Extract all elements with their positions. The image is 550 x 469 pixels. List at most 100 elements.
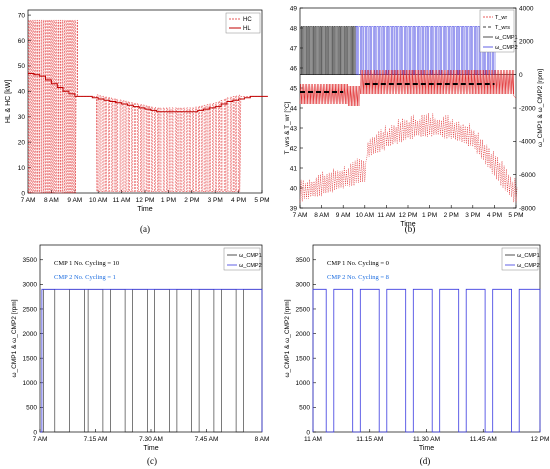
x-tick-label: 11.30 AM (413, 436, 440, 443)
y-tick-label: 3000 (296, 282, 311, 289)
series-cmp2-line (40, 288, 263, 433)
legend: T_wr T_wrs ω_CMP1 ω_CMP2 (479, 9, 518, 53)
y-tick-label: 2500 (296, 306, 311, 313)
x-tick-label: 5 PM (508, 212, 523, 219)
x-tick-label: 11 AM (377, 212, 395, 219)
y-tick-label: 20 (18, 139, 26, 146)
legend-label: ω_CMP1 (239, 253, 262, 259)
y-tick-label: 50 (18, 63, 26, 70)
legend-label: ω_CMP2 (239, 263, 262, 269)
y-tick-label-right: -4000 (519, 139, 536, 146)
y-tick-label-right: -2000 (519, 105, 536, 112)
plot-frame (312, 244, 541, 433)
x-tick-label: 12 PM (399, 212, 418, 219)
legend-hl-label: HL (243, 26, 251, 32)
legend-label: ω_CMP1 (517, 253, 540, 259)
series-cmp2-line (312, 288, 541, 433)
y-tick-label-right: -6000 (519, 172, 536, 179)
x-tick-label: 7 AM (33, 436, 48, 443)
y-tick-label-right: 4000 (519, 5, 534, 12)
y-tick-label: 10 (18, 165, 26, 172)
y-tick-label-left: 45 (290, 85, 298, 92)
series-cmp2-line (355, 26, 496, 75)
x-tick-label: 7.45 AM (195, 436, 219, 443)
y-tick-label: 2500 (23, 306, 38, 313)
legend-label: T_wr (495, 15, 507, 21)
series-hc-line (28, 19, 262, 194)
annotation-cmp2-cycling: CMP 2 No. Cycling = 1 (54, 274, 116, 281)
x-tick-label: 7.30 AM (139, 436, 163, 443)
x-axis-label: Time (419, 445, 434, 452)
caption-c: (c) (147, 456, 157, 466)
annotation-cmp2-cycling: CMP 2 No. Cycling = 8 (327, 274, 389, 281)
x-axis-label: Time (143, 445, 158, 452)
legend: ω_CMP1 ω_CMP2 (501, 247, 540, 271)
x-tick-label: 2 PM (444, 212, 459, 219)
y-tick-label: 0 (33, 429, 37, 436)
panel-c: 0 500 1000 1500 2000 2500 3000 3500 7 AM 7.15 AM 7… (11, 244, 269, 466)
y-axis-label-right: ω_CMP1 & ω_CMP2 [rpm] (537, 69, 544, 147)
series-twr-lower-line (299, 113, 518, 203)
x-tick-label: 4 PM (487, 212, 502, 219)
y-tick-label: 1500 (23, 355, 38, 362)
y-tick-label: 40 (18, 89, 26, 96)
legend-label: ω_CMP1 (495, 35, 518, 41)
legend-label: ω_CMP2 (517, 263, 540, 269)
x-tick-label: 12 PM (531, 436, 550, 443)
annotation-cmp1-cycling: CMP 1 No. Cycling = 10 (54, 260, 119, 267)
y-tick-label-left: 47 (290, 45, 298, 52)
y-tick-label: 0 (21, 190, 25, 197)
x-tick-label: 3 PM (208, 197, 223, 204)
x-tick-label: 10 AM (356, 212, 374, 219)
panel-d: 0 500 1000 1500 2000 2500 3000 3500 11 AM 11.15 A… (284, 244, 550, 466)
caption-d: (d) (420, 456, 431, 466)
x-axis-label: Time (137, 206, 152, 213)
y-tick-label: 60 (18, 38, 26, 45)
series-twr-line (299, 69, 517, 107)
y-tick-label: 3500 (23, 257, 38, 264)
x-tick-label: 2 PM (184, 197, 199, 204)
legend-box (479, 9, 515, 53)
legend-hc-label: HC (243, 17, 252, 23)
caption-b: (b) (405, 224, 416, 234)
caption-a: (a) (140, 224, 150, 234)
series-hl-line (28, 73, 268, 113)
y-tick-label: 2000 (296, 331, 311, 338)
y-tick-label-left: 46 (290, 65, 298, 72)
y-tick-label: 70 (18, 12, 26, 19)
y-tick-label: 500 (26, 405, 37, 412)
series-cmp1-line (300, 26, 356, 75)
legend: HC HL (225, 12, 261, 34)
x-tick-label: 8 AM (44, 197, 59, 204)
y-tick-label: 500 (299, 405, 310, 412)
y-tick-label-left: 49 (290, 5, 298, 12)
y-tick-label-right: -8000 (519, 205, 536, 212)
x-tick-label: 1 PM (422, 212, 437, 219)
y-tick-label: 2000 (23, 331, 38, 338)
legend: ω_CMP1 ω_CMP2 (223, 247, 262, 271)
y-tick-label: 1000 (296, 380, 311, 387)
x-tick-label: 7.15 AM (84, 436, 108, 443)
x-tick-label: 11.15 AM (356, 436, 383, 443)
x-tick-label: 9 AM (67, 197, 82, 204)
y-axis-label-left: T_wrs & T_wr [°C] (283, 101, 291, 154)
legend-box (501, 247, 539, 271)
plot-frame (39, 244, 263, 433)
x-tick-label: 7 AM (293, 212, 308, 219)
x-tick-label: 9 AM (336, 212, 351, 219)
y-tick-label: 3500 (296, 257, 311, 264)
y-tick-label-left: 44 (290, 105, 298, 112)
legend-label: T_wrs (495, 25, 510, 31)
x-axis-label: Time (400, 221, 415, 228)
y-tick-label-left: 40 (290, 185, 298, 192)
x-tick-label: 11 AM (304, 436, 322, 443)
y-axis-label: ω_CMP1 & ω_CMP2 [rpm] (11, 299, 18, 377)
y-tick-label: 1000 (23, 380, 38, 387)
annotation-cmp1-cycling: CMP 1 No. Cycling = 0 (327, 260, 389, 267)
x-tick-label: 1 PM (161, 197, 176, 204)
y-tick-label: 0 (306, 429, 310, 436)
y-tick-label-left: 48 (290, 25, 298, 32)
x-tick-label: 11 AM (113, 197, 131, 204)
x-tick-label: 11.45 AM (470, 436, 497, 443)
